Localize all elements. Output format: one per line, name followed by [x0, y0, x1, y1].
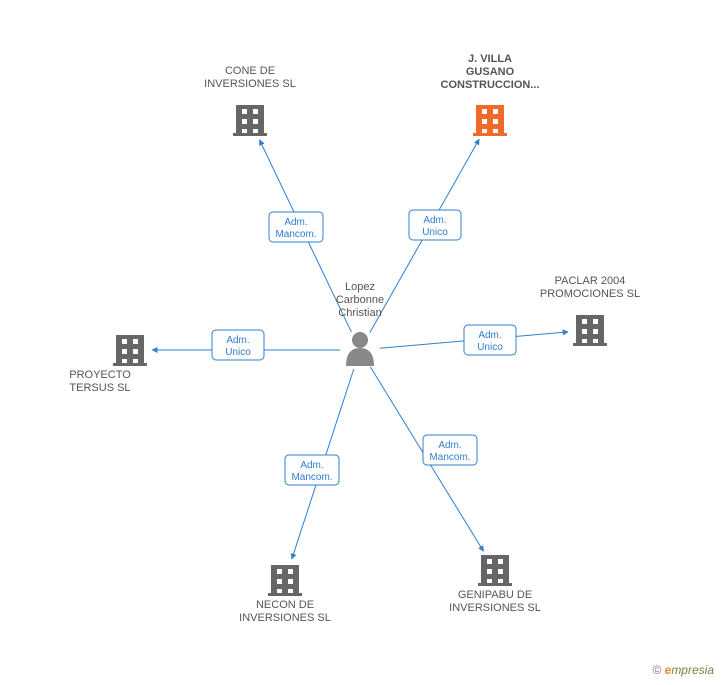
network-diagram: Adm.Mancom.Adm.UnicoAdm.UnicoAdm.UnicoAd… [0, 0, 728, 685]
svg-text:Unico: Unico [422, 227, 448, 238]
node-label-necon: NECON DE [256, 599, 314, 611]
svg-text:Unico: Unico [477, 342, 503, 353]
svg-text:Adm.: Adm. [284, 217, 307, 228]
node-label-jvilla: CONSTRUCCION... [441, 79, 540, 91]
footer: © empresia [652, 663, 714, 677]
edge-label-jvilla: Adm.Unico [409, 210, 461, 240]
building-icon-paclar [573, 315, 607, 346]
building-icon-jvilla [473, 105, 507, 136]
svg-text:Unico: Unico [225, 347, 251, 358]
svg-text:Adm.: Adm. [226, 335, 249, 346]
edge-label-tersus: Adm.Unico [212, 330, 264, 360]
node-label-paclar: PROMOCIONES SL [540, 288, 640, 300]
node-label-tersus: PROYECTO [69, 369, 131, 381]
svg-text:Mancom.: Mancom. [291, 472, 332, 483]
brand-rest: mpresia [671, 663, 714, 677]
node-label-jvilla: J. VILLA [468, 53, 512, 65]
center-label: Carbonne [336, 294, 384, 306]
edge-label-paclar: Adm.Unico [464, 325, 516, 355]
building-icon-cone [233, 105, 267, 136]
node-label-jvilla: GUSANO [466, 66, 515, 78]
svg-text:Adm.: Adm. [423, 215, 446, 226]
person-icon [346, 332, 374, 366]
edge-label-necon: Adm.Mancom. [285, 455, 339, 485]
node-label-paclar: PACLAR 2004 [555, 275, 626, 287]
building-icon-genipabu [478, 555, 512, 586]
brand-logo: empresia [665, 663, 714, 677]
node-label-genipabu: INVERSIONES SL [449, 602, 541, 614]
edge-label-cone: Adm.Mancom. [269, 212, 323, 242]
svg-text:Adm.: Adm. [300, 460, 323, 471]
copyright-symbol: © [652, 663, 661, 677]
building-icon-tersus [113, 335, 147, 366]
center-label: Christian [338, 307, 381, 319]
svg-text:Mancom.: Mancom. [429, 452, 470, 463]
svg-text:Adm.: Adm. [438, 440, 461, 451]
node-label-tersus: TERSUS SL [69, 382, 130, 394]
edge-label-genipabu: Adm.Mancom. [423, 435, 477, 465]
node-label-genipabu: GENIPABU DE [458, 589, 532, 601]
center-label: Lopez [345, 281, 375, 293]
node-label-necon: INVERSIONES SL [239, 612, 331, 624]
node-label-cone: CONE DE [225, 65, 275, 77]
svg-text:Mancom.: Mancom. [275, 229, 316, 240]
node-label-cone: INVERSIONES SL [204, 78, 296, 90]
svg-text:Adm.: Adm. [478, 330, 501, 341]
building-icon-necon [268, 565, 302, 596]
